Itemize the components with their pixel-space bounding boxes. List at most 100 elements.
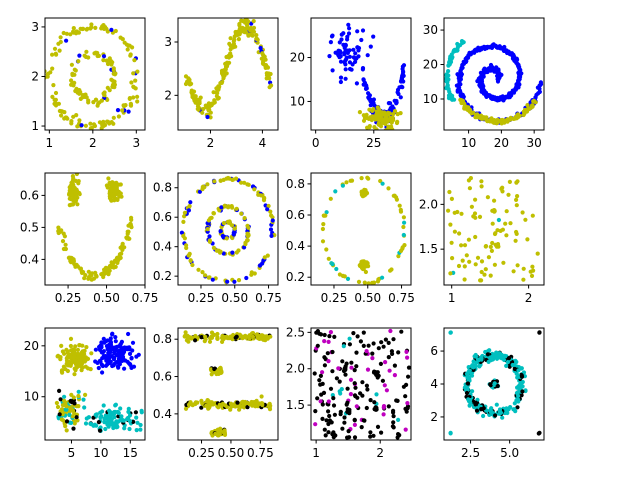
data-point bbox=[57, 388, 62, 393]
data-point bbox=[243, 20, 248, 25]
data-point bbox=[519, 393, 524, 398]
data-point bbox=[131, 71, 136, 76]
data-point bbox=[59, 407, 65, 412]
data-point bbox=[359, 425, 364, 430]
data-point bbox=[331, 396, 336, 401]
points-group bbox=[183, 18, 274, 120]
data-point bbox=[360, 28, 366, 33]
data-point bbox=[340, 273, 345, 278]
data-point bbox=[265, 207, 270, 212]
data-point bbox=[56, 225, 61, 230]
data-point bbox=[501, 260, 506, 265]
data-point bbox=[129, 215, 134, 220]
data-point bbox=[101, 58, 106, 63]
data-point bbox=[347, 336, 352, 341]
data-point bbox=[69, 392, 74, 397]
points-group bbox=[45, 22, 140, 130]
data-point bbox=[69, 406, 74, 412]
data-point bbox=[516, 78, 521, 83]
data-point bbox=[347, 66, 353, 72]
data-point bbox=[59, 343, 64, 348]
data-point bbox=[320, 226, 325, 232]
data-point bbox=[381, 412, 386, 417]
data-point bbox=[107, 411, 112, 416]
data-point bbox=[348, 178, 353, 183]
data-point bbox=[341, 344, 346, 349]
data-point bbox=[127, 426, 132, 432]
data-point bbox=[225, 279, 230, 284]
data-point bbox=[113, 335, 118, 340]
data-point bbox=[380, 378, 385, 383]
data-point bbox=[236, 248, 241, 253]
data-point bbox=[122, 366, 127, 371]
data-point bbox=[64, 347, 69, 352]
data-point bbox=[326, 339, 331, 344]
data-point bbox=[327, 54, 332, 59]
data-point bbox=[320, 370, 325, 375]
data-point bbox=[206, 218, 211, 223]
data-point bbox=[404, 349, 409, 354]
data-point bbox=[89, 351, 94, 356]
data-point bbox=[464, 371, 470, 376]
data-point bbox=[54, 400, 60, 406]
data-point bbox=[99, 98, 104, 103]
data-point bbox=[535, 251, 540, 256]
data-point bbox=[181, 233, 186, 239]
data-point bbox=[387, 118, 392, 123]
data-point bbox=[88, 367, 93, 372]
data-point bbox=[392, 373, 397, 378]
data-point bbox=[376, 346, 381, 351]
data-point bbox=[260, 52, 266, 57]
data-point bbox=[263, 335, 268, 340]
data-point bbox=[106, 176, 111, 181]
data-point bbox=[96, 365, 101, 371]
data-point bbox=[372, 400, 377, 405]
data-point bbox=[243, 18, 249, 21]
data-point bbox=[403, 394, 408, 399]
data-point bbox=[355, 45, 360, 50]
data-point bbox=[214, 248, 220, 253]
data-point bbox=[267, 85, 272, 90]
subplot-6: 0.25 0.50 0.75 0.2 0.4 0.6 0.8 bbox=[153, 172, 282, 305]
data-point bbox=[81, 397, 86, 402]
data-point bbox=[370, 108, 375, 113]
data-point bbox=[481, 406, 486, 411]
data-point bbox=[199, 398, 204, 403]
data-point bbox=[74, 113, 79, 118]
data-point bbox=[361, 330, 366, 335]
data-point bbox=[498, 118, 504, 123]
data-point bbox=[386, 355, 391, 360]
data-point bbox=[227, 41, 232, 47]
data-point bbox=[342, 415, 347, 420]
data-point bbox=[72, 421, 77, 426]
data-point bbox=[208, 115, 213, 120]
data-point bbox=[220, 336, 225, 341]
data-point bbox=[123, 103, 128, 108]
data-point bbox=[73, 358, 78, 363]
data-point bbox=[86, 55, 91, 60]
data-point bbox=[370, 356, 375, 361]
data-point bbox=[93, 25, 98, 30]
data-point bbox=[483, 267, 488, 272]
x-tick-label: 0.50 bbox=[354, 291, 381, 305]
data-point bbox=[489, 248, 494, 253]
data-point bbox=[50, 52, 55, 57]
data-point bbox=[72, 372, 77, 377]
data-point bbox=[489, 116, 494, 121]
data-point bbox=[387, 368, 392, 373]
data-point bbox=[58, 397, 63, 402]
data-point bbox=[72, 72, 77, 77]
points-group bbox=[446, 176, 540, 283]
data-point bbox=[270, 218, 275, 223]
data-point bbox=[212, 366, 217, 372]
data-point bbox=[340, 183, 345, 188]
data-point bbox=[101, 271, 106, 276]
data-point bbox=[232, 226, 237, 231]
data-point bbox=[531, 268, 536, 273]
data-point bbox=[479, 355, 484, 360]
data-point bbox=[236, 278, 242, 283]
data-point bbox=[105, 267, 110, 272]
data-point bbox=[195, 100, 200, 105]
data-point bbox=[233, 335, 238, 340]
data-point bbox=[342, 420, 347, 425]
